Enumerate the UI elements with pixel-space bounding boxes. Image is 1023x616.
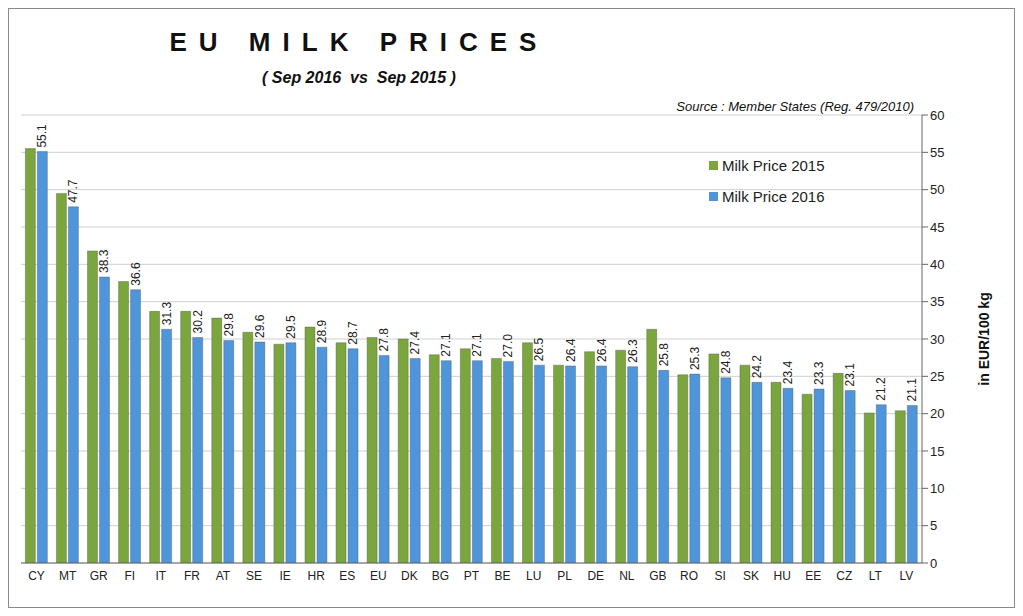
svg-text:27.1: 27.1 <box>439 333 453 357</box>
svg-text:30.2: 30.2 <box>191 310 205 334</box>
svg-text:DE: DE <box>587 569 604 583</box>
svg-text:27.8: 27.8 <box>377 328 391 352</box>
svg-text:CY: CY <box>28 569 45 583</box>
svg-text:21.2: 21.2 <box>874 377 888 401</box>
svg-text:24.8: 24.8 <box>719 350 733 374</box>
svg-text:EU: EU <box>370 569 387 583</box>
html-text:Source : Member States (Reg. 4: Source : Member States (Reg. 479/2010) <box>676 99 914 114</box>
svg-text:0: 0 <box>930 556 937 571</box>
html-text:EU MILK PRICES: EU MILK PRICES <box>169 27 549 57</box>
svg-text:35: 35 <box>930 294 944 309</box>
svg-text:29.6: 29.6 <box>253 314 267 338</box>
svg-text:IE: IE <box>279 569 290 583</box>
svg-text:36.6: 36.6 <box>129 262 143 286</box>
svg-text:EE: EE <box>805 569 821 583</box>
svg-text:30: 30 <box>930 332 944 347</box>
svg-text:in EUR/100 kg: in EUR/100 kg <box>976 292 992 385</box>
svg-text:26.5: 26.5 <box>532 337 546 361</box>
svg-text:55: 55 <box>930 145 944 160</box>
svg-text:FR: FR <box>184 569 200 583</box>
svg-text:ES: ES <box>339 569 355 583</box>
svg-text:HR: HR <box>307 569 325 583</box>
svg-text:LV: LV <box>900 569 914 583</box>
svg-text:27.4: 27.4 <box>408 331 422 355</box>
svg-text:SE: SE <box>246 569 262 583</box>
svg-text:PT: PT <box>464 569 480 583</box>
svg-text:MT: MT <box>59 569 77 583</box>
svg-text:38.3: 38.3 <box>97 249 111 273</box>
svg-text:26.4: 26.4 <box>564 338 578 362</box>
svg-text:27.0: 27.0 <box>501 334 515 358</box>
svg-text:LU: LU <box>526 569 541 583</box>
svg-text:47.7: 47.7 <box>66 179 80 203</box>
svg-text:24.2: 24.2 <box>750 355 764 379</box>
svg-text:23.3: 23.3 <box>812 361 826 385</box>
svg-text:NL: NL <box>619 569 635 583</box>
svg-text:29.5: 29.5 <box>284 315 298 339</box>
svg-text:IT: IT <box>155 569 166 583</box>
svg-text:25: 25 <box>930 369 944 384</box>
svg-text:28.9: 28.9 <box>315 320 329 344</box>
svg-text:GR: GR <box>90 569 108 583</box>
svg-text:SI: SI <box>714 569 725 583</box>
svg-text:60: 60 <box>930 108 944 123</box>
svg-text:DK: DK <box>401 569 418 583</box>
html-text:Milk Price 2015: Milk Price 2015 <box>722 157 825 174</box>
svg-text:28.7: 28.7 <box>346 321 360 345</box>
svg-text:10: 10 <box>930 481 944 496</box>
svg-text:GB: GB <box>649 569 666 583</box>
svg-text:20: 20 <box>930 406 944 421</box>
svg-text:50: 50 <box>930 182 944 197</box>
svg-text:PL: PL <box>557 569 572 583</box>
svg-text:25.3: 25.3 <box>688 346 702 370</box>
svg-text:29.8: 29.8 <box>222 313 236 337</box>
svg-text:BE: BE <box>495 569 511 583</box>
html-text:Milk Price 2016: Milk Price 2016 <box>722 188 825 205</box>
svg-text:27.1: 27.1 <box>470 333 484 357</box>
svg-text:26.4: 26.4 <box>595 338 609 362</box>
svg-text:AT: AT <box>216 569 231 583</box>
svg-text:21.1: 21.1 <box>905 378 919 402</box>
svg-text:5: 5 <box>930 518 937 533</box>
svg-text:31.3: 31.3 <box>160 302 174 326</box>
svg-text:LT: LT <box>869 569 883 583</box>
svg-text:CZ: CZ <box>836 569 852 583</box>
svg-text:FI: FI <box>124 569 135 583</box>
svg-text:45: 45 <box>930 220 944 235</box>
html-text:( Sep 2016 vs Sep 2015 ): ( Sep 2016 vs Sep 2015 ) <box>262 69 456 86</box>
svg-text:40: 40 <box>930 257 944 272</box>
svg-text:HU: HU <box>774 569 791 583</box>
svg-text:26.3: 26.3 <box>626 339 640 363</box>
svg-text:25.8: 25.8 <box>657 343 671 367</box>
svg-text:RO: RO <box>680 569 698 583</box>
svg-text:23.4: 23.4 <box>781 361 795 385</box>
svg-text:55.1: 55.1 <box>35 124 49 148</box>
svg-text:23.1: 23.1 <box>843 363 857 387</box>
svg-text:BG: BG <box>432 569 449 583</box>
svg-text:15: 15 <box>930 444 944 459</box>
svg-text:SK: SK <box>743 569 759 583</box>
